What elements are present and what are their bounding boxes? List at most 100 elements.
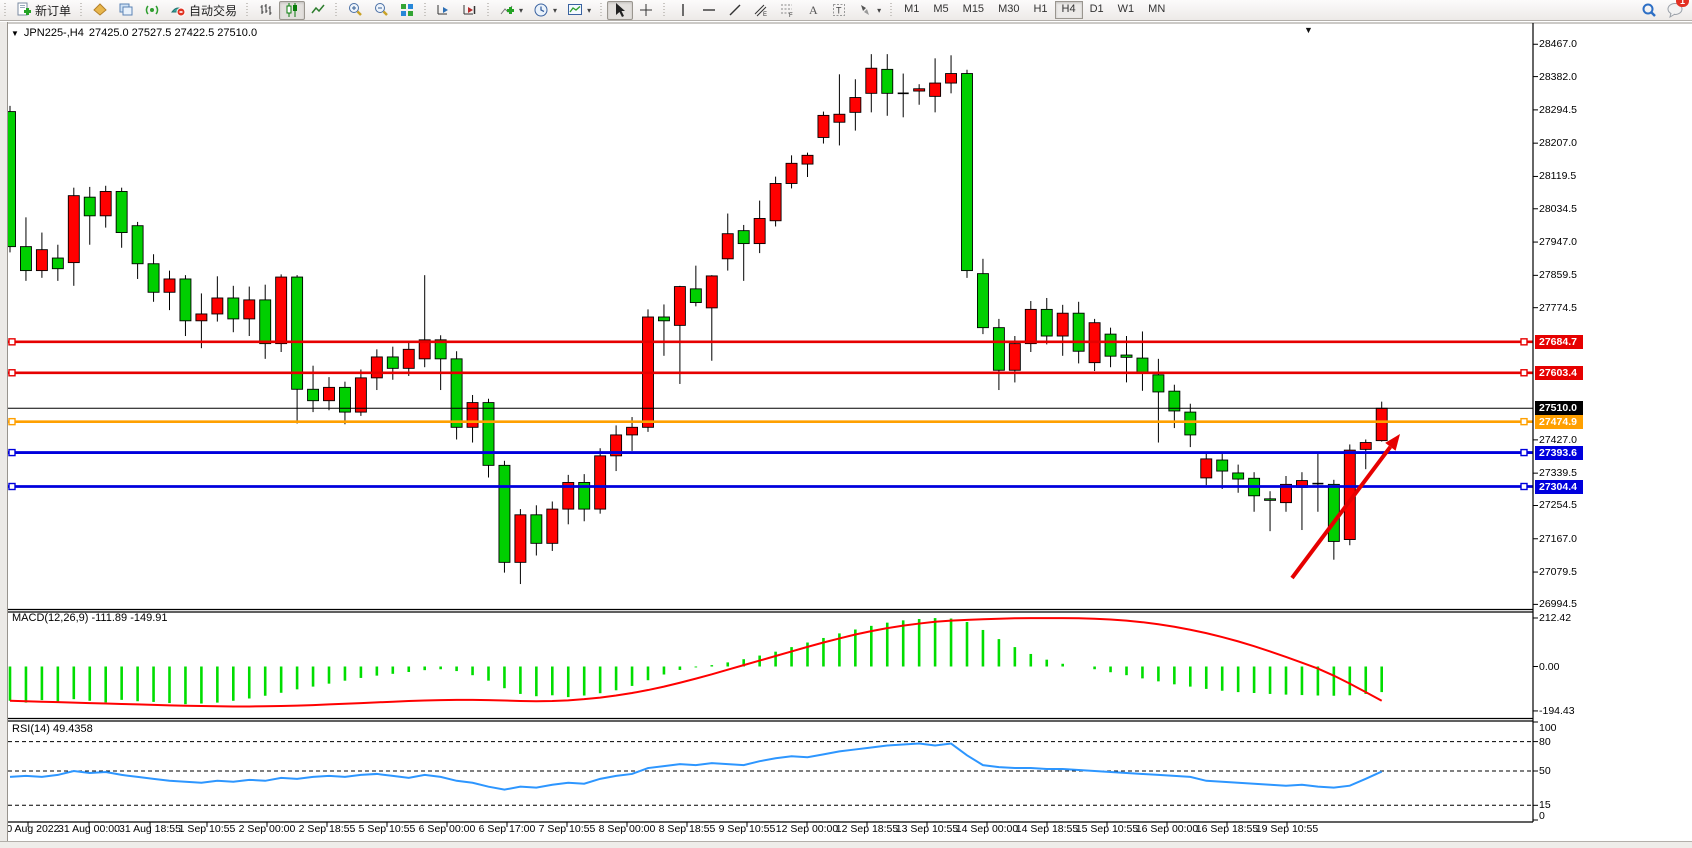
autotrading-button[interactable]: 自动交易 [165,1,242,20]
price-tick-label: 28382.0 [1539,70,1577,83]
chart-corner-caret-icon[interactable]: ▼ [1304,25,1313,35]
price-badge-label: 27684.7 [1535,334,1583,349]
candle [673,285,686,384]
tf-button-m1[interactable]: M1 [904,3,920,15]
new-order-button[interactable]: 新订单 [11,1,76,20]
candle [195,293,208,349]
tf-button-m15[interactable]: M15 [962,3,985,15]
line-anchor[interactable] [8,448,16,457]
tf-button-w1[interactable]: W1 [1117,3,1135,15]
crosshair-button[interactable] [633,1,659,20]
zoom-in-button[interactable] [342,1,368,20]
candles-chart-button[interactable] [279,0,306,20]
toolbar-grip[interactable] [598,2,606,18]
time-axis-label: 12 Sep 18:55 [835,823,899,835]
text-icon: A [805,2,821,18]
vertical-line-button[interactable] [670,1,696,20]
candle [689,265,702,307]
text-button[interactable]: A [800,1,826,20]
candle [610,425,623,472]
indicators-button[interactable]: ▾ [494,1,528,20]
candle [418,275,431,368]
fibonacci-button[interactable]: F [774,1,800,20]
time-axis-label: 30 Aug 2022 [0,823,60,835]
tile-windows-button[interactable] [394,1,420,20]
candle [259,284,272,359]
candle [163,270,176,311]
cursor-icon [612,2,628,18]
candle [1024,301,1037,352]
channel-icon: E [753,2,769,18]
rsi-tick-label: 0 [1539,810,1545,822]
candle [1008,336,1021,383]
candle [131,221,144,279]
tf-button-m30[interactable]: M30 [998,3,1020,15]
trend-arrow-annotation[interactable] [1290,434,1400,580]
templates-button[interactable]: ▾ [562,1,596,20]
main-toolbar: 新订单 自动交易 [0,0,1692,21]
candle [1184,403,1197,448]
tf-button-h4[interactable]: H4 [1054,1,1083,19]
text-label-button[interactable]: T [826,1,852,20]
candle [179,275,192,337]
tf-button-m5[interactable]: M5 [933,3,949,15]
candle [992,318,1005,391]
line-chart-icon [310,2,326,18]
line-anchor[interactable] [8,338,16,346]
arrows-button[interactable]: ▾ [852,1,886,20]
tf-button-mn[interactable]: MN [1148,3,1166,15]
toolbar-grip[interactable] [422,2,430,18]
candle [1248,472,1261,512]
toolbar-grip[interactable] [485,2,493,18]
candle [753,200,766,254]
chat-button[interactable]: 1 [1666,0,1689,21]
zoom-out-button[interactable] [368,1,394,20]
line-anchor[interactable] [1520,417,1528,426]
candle [1088,318,1101,372]
toolbar-grip[interactable] [78,2,86,18]
auto-scroll-button[interactable] [431,1,457,20]
line-anchor[interactable] [8,417,16,426]
chart-shift-button[interactable] [457,1,483,20]
candle [817,111,830,144]
macd-indicator-label: MACD(12,26,9) -111.89 -149.91 [12,612,168,624]
periods-button[interactable]: ▾ [528,1,562,20]
line-anchor[interactable] [1520,338,1528,346]
time-axis-label: 2 Sep 00:00 [238,823,296,835]
line-anchor[interactable] [1520,448,1528,457]
toolbar-grip[interactable] [661,2,669,18]
mql5-button[interactable] [87,1,113,20]
candle [929,58,942,113]
equidistant-channel-button[interactable]: E [748,1,774,20]
trendline-button[interactable] [722,1,748,20]
cursor-button[interactable] [607,0,634,20]
status-bar [0,841,1692,848]
line-anchor[interactable] [1520,369,1528,377]
candle [737,224,750,281]
toolbar-grip[interactable] [244,2,252,18]
line-anchor[interactable] [1520,482,1528,491]
horizontal-line-button[interactable] [696,1,722,20]
macd-tick-label: 0.00 [1539,660,1560,673]
candle [211,276,224,322]
toolbar-grip[interactable] [333,2,341,18]
toolbar-grip[interactable] [888,2,896,18]
candle [386,346,399,380]
one-click-trading-icon[interactable]: ▼ [11,28,19,38]
time-axis-label: 12 Sep 00:00 [775,823,839,835]
mql5-icon [92,2,108,18]
profiles-icon [118,2,134,18]
tf-button-d1[interactable]: D1 [1089,3,1104,15]
line-anchor[interactable] [8,482,16,491]
profiles-button[interactable] [113,1,139,20]
svg-text:A: A [809,3,818,17]
toolbar-grip[interactable] [2,2,9,18]
line-anchor[interactable] [8,369,16,377]
candle [67,187,80,286]
line-chart-button[interactable] [305,1,331,20]
search-icon[interactable] [1640,2,1656,18]
bars-chart-button[interactable] [253,1,279,20]
signals-button[interactable] [139,1,165,20]
hline-icon [701,2,717,18]
tf-button-h1[interactable]: H1 [1033,3,1048,15]
